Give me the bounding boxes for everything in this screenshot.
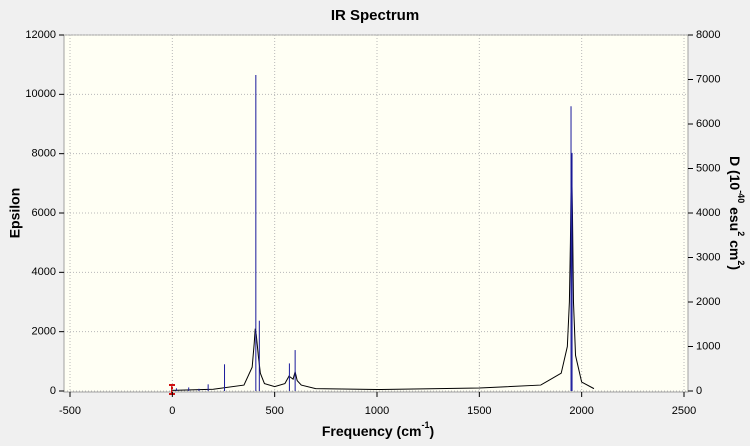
y2-axis-label: D (10-40 esu2 cm2): [727, 156, 745, 270]
y2-axis-label-sup: -40: [736, 190, 746, 203]
y-tick-label: 0: [50, 385, 56, 397]
x-axis-label-part: Frequency (cm: [322, 423, 422, 439]
y2-tick-label: 5000: [696, 162, 720, 174]
x-axis-label-part: ): [429, 423, 434, 439]
x-tick-label: 500: [265, 405, 283, 417]
x-tick-label: -500: [59, 405, 81, 417]
x-tick-label: 0: [169, 405, 175, 417]
y2-tick-label: 6000: [696, 118, 720, 130]
x-axis-label-sup: -1: [421, 420, 429, 430]
y2-axis-label-part: D (10: [727, 156, 743, 190]
x-tick-label: 2000: [569, 405, 593, 417]
y-tick-label: 6000: [32, 207, 56, 219]
x-tick-label: 2500: [672, 405, 696, 417]
chart-title: IR Spectrum: [331, 7, 419, 24]
y-axis-label: Epsilon: [7, 188, 23, 239]
y-tick-label: 12000: [25, 29, 56, 41]
y-tick-label: 4000: [32, 266, 56, 278]
y2-axis-label-part: cm: [727, 236, 743, 260]
y2-axis-label-sup: 2: [736, 260, 746, 265]
y-tick-label: 10000: [25, 88, 56, 100]
y2-axis-label-part: ): [727, 265, 743, 270]
x-tick-label: 1000: [365, 405, 389, 417]
y2-tick-label: 1000: [696, 340, 720, 352]
y2-tick-label: 7000: [696, 73, 720, 85]
y2-tick-label: 8000: [696, 29, 720, 41]
y2-tick-label: 2000: [696, 296, 720, 308]
y-tick-label: 2000: [32, 326, 56, 338]
x-tick-label: 1500: [467, 405, 491, 417]
y2-tick-label: 0: [696, 385, 702, 397]
y2-axis-label-part: esu: [727, 203, 743, 231]
y2-tick-label: 4000: [696, 207, 720, 219]
y2-axis-label-sup: 2: [736, 231, 746, 236]
y2-tick-label: 3000: [696, 251, 720, 263]
x-axis-label: Frequency (cm-1): [322, 420, 434, 438]
y-tick-label: 8000: [32, 148, 56, 160]
